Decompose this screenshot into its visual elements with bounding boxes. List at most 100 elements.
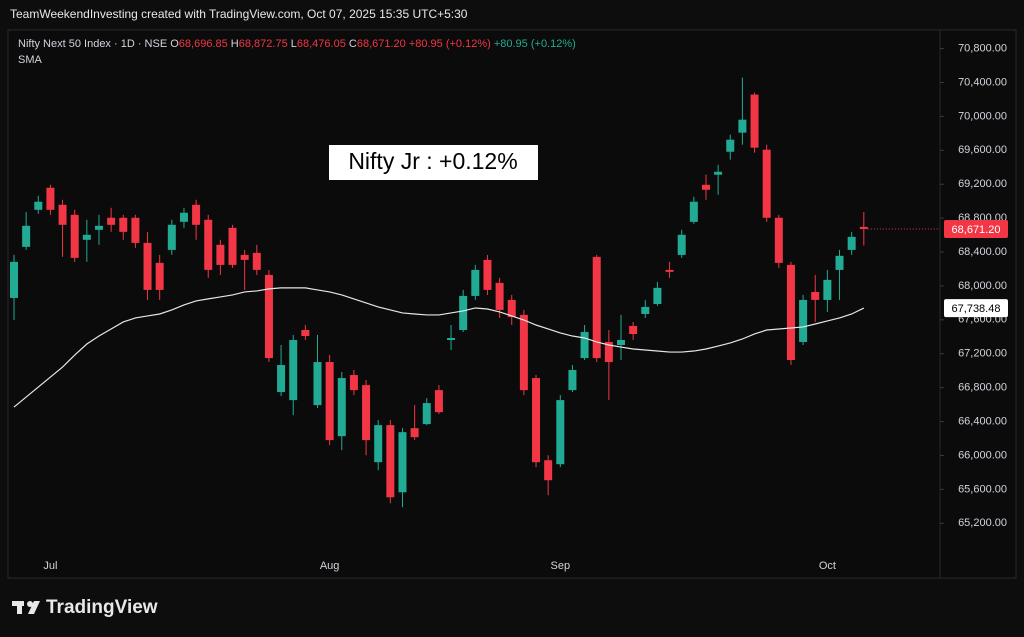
- candle-body: [252, 252, 261, 270]
- logo-shape: [17, 601, 22, 614]
- legend-value: 68,872.75: [238, 38, 288, 50]
- logo-shape: [28, 601, 40, 614]
- candle-body: [677, 234, 686, 255]
- y-tick-label: 65,600.00: [958, 483, 1007, 495]
- candle-body: [434, 390, 443, 413]
- candle-body: [847, 236, 856, 250]
- candle-body: [495, 282, 504, 310]
- x-tick-label: Aug: [320, 560, 340, 572]
- y-tick-label: 66,000.00: [958, 449, 1007, 461]
- candle-body: [835, 255, 844, 270]
- candle-body: [544, 460, 553, 481]
- candle-body: [811, 291, 820, 300]
- annotation-box: [329, 145, 538, 180]
- candle-body: [143, 242, 152, 290]
- candle-body: [131, 217, 140, 243]
- candle-body: [750, 94, 759, 148]
- candle-body: [592, 256, 601, 359]
- y-tick-label: 69,600.00: [958, 144, 1007, 156]
- candle-body: [483, 259, 492, 290]
- candle-body: [192, 204, 201, 225]
- x-tick-label: Jul: [43, 560, 57, 572]
- candle-body: [204, 219, 213, 270]
- candle-body: [689, 201, 698, 222]
- candle-body: [859, 226, 868, 230]
- sma-tag: [944, 299, 1008, 318]
- candle-body: [532, 378, 541, 463]
- candle-body: [289, 340, 298, 401]
- logo: [12, 601, 40, 614]
- sma-name: SMA: [18, 54, 42, 66]
- candle-body: [471, 269, 480, 296]
- logo-shape: [27, 601, 33, 607]
- candle-body: [568, 370, 577, 391]
- legend-key: O: [170, 38, 179, 50]
- candle-body: [94, 225, 103, 230]
- legend-change: +80.95 (+0.12%): [493, 38, 576, 50]
- y-tick-label: 66,800.00: [958, 382, 1007, 394]
- legend-change: +80.95 (+0.12%): [408, 38, 491, 50]
- y-tick-label: 70,800.00: [958, 42, 1007, 54]
- annotation: Nifty Jr : +0.12%: [348, 148, 517, 174]
- sma-line: [13, 287, 865, 408]
- candle-body: [762, 149, 771, 218]
- legend-key: H: [230, 38, 239, 50]
- candle-body: [107, 217, 116, 225]
- candle-body: [653, 287, 662, 304]
- x-tick-label: Sep: [551, 560, 571, 572]
- sma-label: 67,738.48: [952, 303, 1001, 315]
- candle-body: [507, 299, 516, 317]
- y-tick-label: 69,200.00: [958, 178, 1007, 190]
- candle-body: [701, 184, 710, 190]
- legend-key: L: [290, 38, 297, 50]
- candle-body: [410, 428, 419, 438]
- brand: TradingView: [46, 597, 158, 618]
- candle-body: [46, 187, 55, 210]
- y-tick-label: 66,400.00: [958, 415, 1007, 427]
- y-tick-label: 68,000.00: [958, 280, 1007, 292]
- candle-body: [34, 201, 43, 210]
- x-tick-label: Oct: [819, 560, 836, 572]
- candle-body: [10, 261, 18, 298]
- candle-body: [374, 425, 383, 463]
- candle-body: [228, 227, 237, 265]
- candle-body: [58, 204, 67, 225]
- candle-body: [277, 365, 286, 393]
- candle-body: [714, 171, 723, 175]
- candles: [10, 77, 868, 508]
- y-tick-label: 68,400.00: [958, 246, 1007, 258]
- candle-body: [155, 262, 164, 290]
- candle-body: [386, 425, 395, 498]
- candle-body: [519, 314, 528, 391]
- candle-body: [617, 340, 625, 346]
- candle-body: [556, 400, 565, 465]
- candle-body: [337, 378, 346, 437]
- candle-body: [362, 385, 371, 441]
- candle-body: [823, 279, 832, 300]
- candle-body: [119, 217, 128, 232]
- candle-body: [604, 341, 613, 363]
- candle-body: [447, 337, 456, 341]
- symbol: Nifty Next 50 Index · 1D · NSE: [18, 38, 168, 50]
- y-tick-label: 67,200.00: [958, 348, 1007, 360]
- candle-body: [726, 139, 735, 152]
- candle-body: [580, 331, 589, 359]
- candle-body: [629, 325, 638, 334]
- candle-body: [301, 330, 310, 337]
- candle-body: [398, 432, 407, 493]
- candle-body: [774, 217, 783, 263]
- header: TeamWeekendInvesting created with Tradin…: [10, 7, 468, 21]
- candle-body: [82, 234, 91, 240]
- y-tick-label: 70,000.00: [958, 110, 1007, 122]
- last-price-label: 68,671.20: [952, 224, 1001, 236]
- candle-body: [216, 244, 225, 265]
- legend-row: Nifty Next 50 Index · 1D · NSE O68,696.8…: [18, 36, 576, 52]
- y-tick-label: 70,400.00: [958, 76, 1007, 88]
- candle-body: [349, 375, 358, 391]
- candle-body: [70, 214, 79, 258]
- legend-value: 68,476.05: [296, 38, 346, 50]
- candle-body: [325, 362, 334, 441]
- y-tick-label: 65,200.00: [958, 517, 1007, 529]
